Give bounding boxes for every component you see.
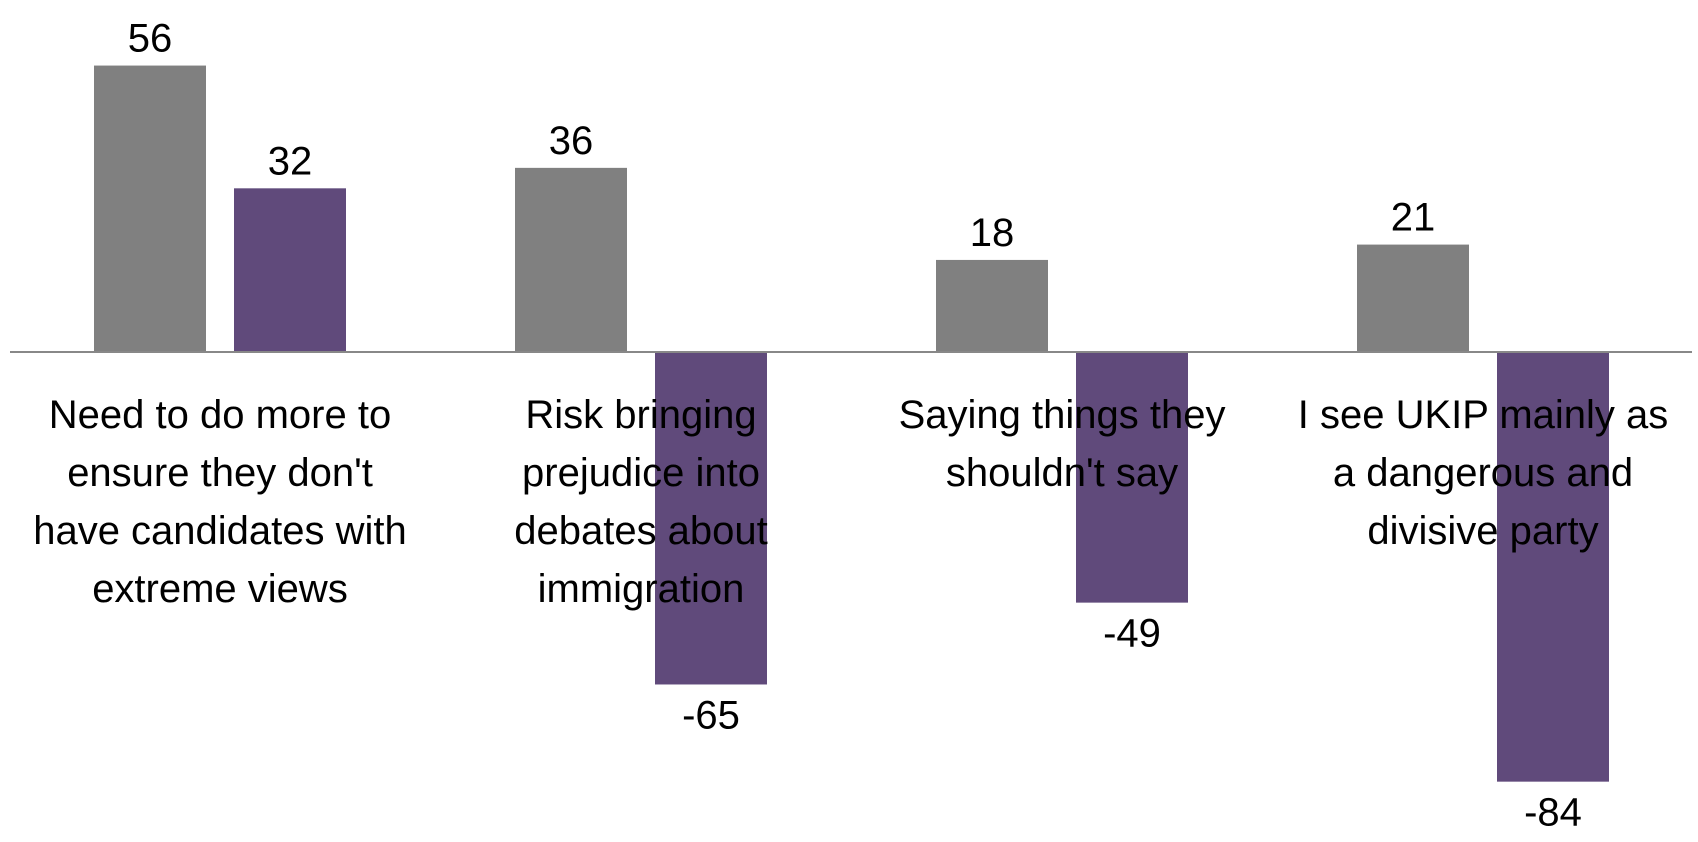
value-label-series2-cat3: -49 xyxy=(1103,612,1161,656)
category-label-4-line-1: I see UKIP mainly as xyxy=(1298,393,1669,437)
category-label-4: I see UKIP mainly as a dangerous and divis… xyxy=(1298,393,1669,553)
bar-series1-cat2 xyxy=(515,167,627,352)
category-labels-layer: Need to do more to ensure they don't have … xyxy=(33,393,1668,611)
value-label-series2-cat1: 32 xyxy=(268,139,313,183)
bar-series1-cat1 xyxy=(94,65,206,352)
category-label-3: Saying things they shouldn't say xyxy=(899,393,1226,495)
value-label-series1-cat4: 21 xyxy=(1391,196,1436,240)
category-label-2-line-4: immigration xyxy=(538,567,745,611)
category-label-1: Need to do more to ensure they don't have … xyxy=(33,393,407,611)
category-label-1-line-1: Need to do more to xyxy=(49,393,391,437)
category-label-2-line-2: prejudice into xyxy=(522,451,760,495)
category-label-3-line-2: shouldn't say xyxy=(946,451,1178,495)
value-labels-layer: 56 32 36 -65 18 -49 21 -84 xyxy=(128,17,1582,835)
value-label-series1-cat3: 18 xyxy=(970,211,1015,255)
value-label-series2-cat4: -84 xyxy=(1524,791,1582,835)
bar-series2-cat4 xyxy=(1497,352,1609,782)
bar-series1-cat3 xyxy=(936,259,1048,352)
bars-layer xyxy=(94,65,1609,782)
value-label-series1-cat2: 36 xyxy=(549,119,594,163)
category-label-1-line-2: ensure they don't xyxy=(67,451,373,495)
bar-series2-cat1 xyxy=(234,188,346,352)
bar-series2-cat2 xyxy=(655,352,767,685)
bar-series1-cat4 xyxy=(1357,244,1469,352)
category-label-2-line-1: Risk bringing xyxy=(525,393,756,437)
bar-series2-cat3 xyxy=(1076,352,1188,603)
value-label-series2-cat2: -65 xyxy=(682,693,740,737)
category-label-2: Risk bringing prejudice into debates about… xyxy=(514,393,768,611)
category-label-2-line-3: debates about xyxy=(514,509,768,553)
category-label-1-line-3: have candidates with xyxy=(33,509,407,553)
category-label-4-line-3: divisive party xyxy=(1367,509,1598,553)
category-label-1-line-4: extreme views xyxy=(92,567,348,611)
value-label-series1-cat1: 56 xyxy=(128,17,173,61)
category-label-4-line-2: a dangerous and xyxy=(1333,451,1633,495)
category-label-3-line-1: Saying things they xyxy=(899,393,1226,437)
